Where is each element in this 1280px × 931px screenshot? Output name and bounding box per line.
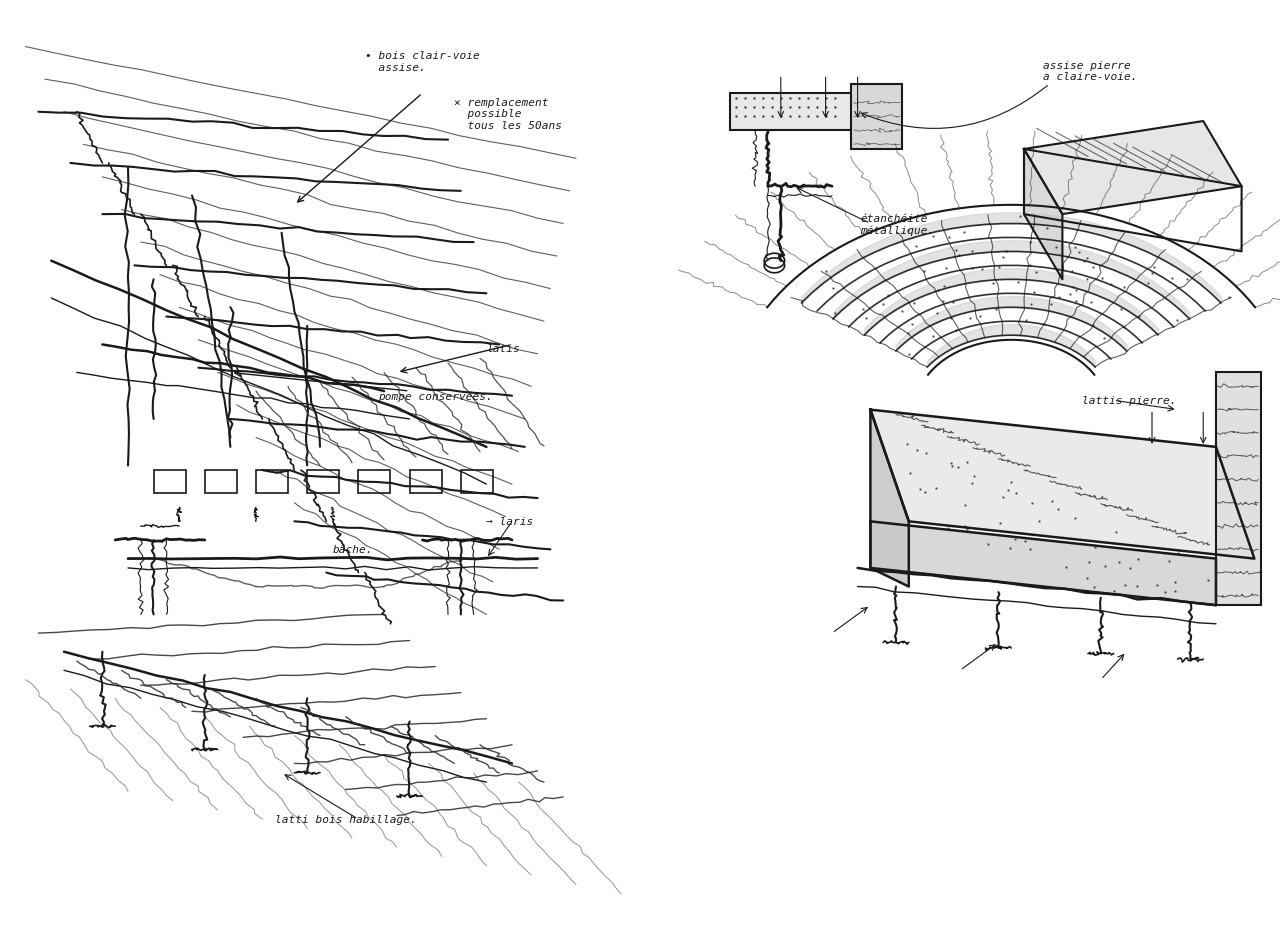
- FancyBboxPatch shape: [1216, 372, 1261, 605]
- Text: bâche.: bâche.: [333, 545, 374, 555]
- FancyBboxPatch shape: [358, 470, 390, 493]
- Text: → laris: → laris: [486, 517, 534, 527]
- Polygon shape: [1024, 149, 1062, 279]
- FancyBboxPatch shape: [461, 470, 493, 493]
- Text: pompe conservées.: pompe conservées.: [378, 391, 493, 401]
- Text: latis: latis: [486, 344, 520, 355]
- Polygon shape: [1024, 121, 1242, 214]
- FancyBboxPatch shape: [205, 470, 237, 493]
- Text: lattis pierre.: lattis pierre.: [1082, 396, 1176, 406]
- FancyBboxPatch shape: [730, 93, 858, 130]
- Text: • bois clair-voie
  assise.: • bois clair-voie assise.: [365, 51, 480, 73]
- FancyBboxPatch shape: [410, 470, 442, 493]
- FancyBboxPatch shape: [256, 470, 288, 493]
- FancyBboxPatch shape: [154, 470, 186, 493]
- Polygon shape: [870, 410, 909, 587]
- Text: étanchéité
métallique.: étanchéité métallique.: [860, 214, 934, 236]
- Text: latti bois habillage.: latti bois habillage.: [275, 815, 417, 825]
- FancyBboxPatch shape: [851, 84, 902, 149]
- Text: assise pierre
a claire-voie.: assise pierre a claire-voie.: [1043, 61, 1138, 82]
- Text: × remplacement
  possible
  tous les 50ans: × remplacement possible tous les 50ans: [454, 98, 562, 131]
- Polygon shape: [870, 521, 1216, 605]
- Polygon shape: [870, 410, 1254, 559]
- FancyBboxPatch shape: [307, 470, 339, 493]
